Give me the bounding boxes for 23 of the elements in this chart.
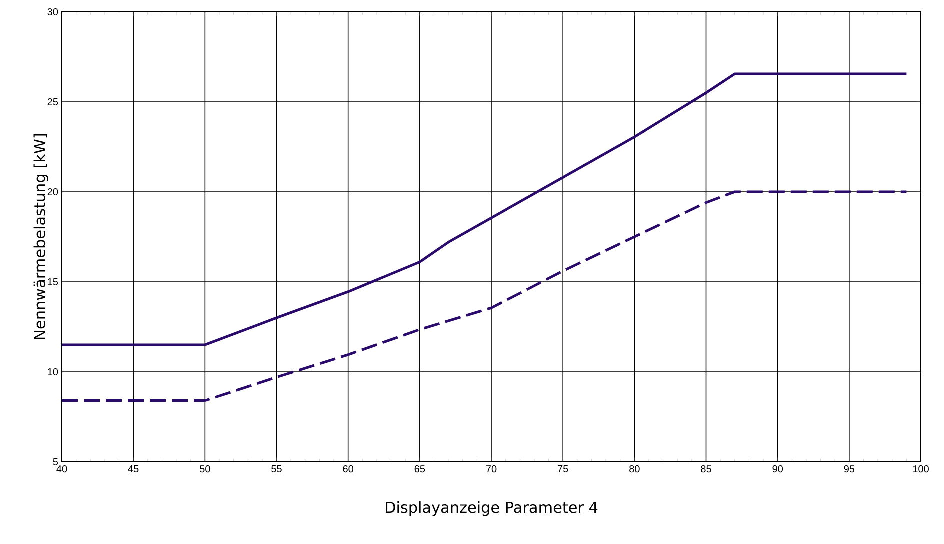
line-series xyxy=(62,190,908,402)
x-tick-label: 40 xyxy=(56,466,68,473)
y-tick-label: 25 xyxy=(48,98,58,106)
x-axis-title: Displayanzeige Parameter 4 xyxy=(386,501,598,516)
x-tick-label: 60 xyxy=(343,466,354,473)
x-tick-label: 65 xyxy=(414,466,426,473)
y-tick-label: 20 xyxy=(48,188,58,196)
x-tick-label: 75 xyxy=(558,466,568,473)
y-tick-label: 5 xyxy=(53,458,58,466)
x-tick-label: 45 xyxy=(128,466,139,473)
y-axis-title: Nennwärmebelastung [kW] xyxy=(34,134,48,340)
x-tick-label: 85 xyxy=(701,466,712,473)
y-tick-label: 15 xyxy=(48,278,58,286)
x-tick-label: 55 xyxy=(272,466,282,473)
x-tick-label: 100 xyxy=(913,466,929,473)
x-tick-label: 50 xyxy=(200,466,210,473)
x-tick-label: 80 xyxy=(630,466,640,473)
x-tick-label: 70 xyxy=(486,466,497,473)
x-tick-label: 90 xyxy=(772,466,784,473)
x-tick-label: 95 xyxy=(844,466,855,473)
y-tick-label: 30 xyxy=(48,8,58,16)
line-series xyxy=(62,72,908,346)
y-tick-label: 10 xyxy=(48,368,58,376)
